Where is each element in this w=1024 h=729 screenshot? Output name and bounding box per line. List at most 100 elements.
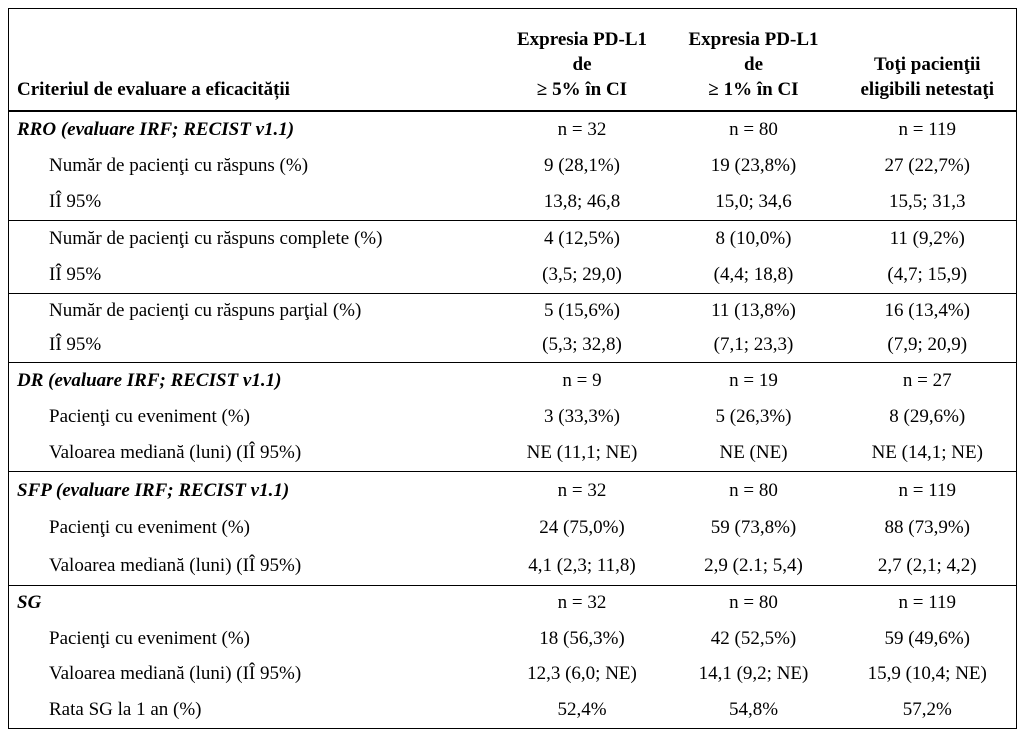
- value-cell: n = 119: [898, 119, 956, 140]
- value-cell: 42 (52,5%): [710, 627, 797, 649]
- header-line: Criteriul de evaluare a eficacității: [17, 79, 290, 100]
- value-cell: (4,4; 18,8): [713, 264, 794, 285]
- header-line: Toţi pacienţii: [874, 54, 981, 75]
- value-cell: 27 (22,7%): [884, 155, 970, 176]
- data-row: Pacienţi cu eveniment (%) 3 (33,3%) 5 (26,…: [9, 399, 1017, 435]
- value-cell: 15,0; 34,6: [715, 191, 792, 212]
- value-cell: 5 (26,3%): [715, 406, 792, 427]
- value-cell: 19 (23,8%): [710, 155, 797, 176]
- value-cell: 59 (73,8%): [710, 517, 797, 539]
- data-row: IÎ 95% (3,5; 29,0) (4,4; 18,8) (4,7; 15,9): [9, 257, 1017, 294]
- value-cell: 12,3 (6,0; NE): [527, 663, 637, 685]
- header-row: Criteriul de evaluare a eficacității Expr…: [8, 8, 1017, 112]
- row-group: DR (evaluare IRF; RECIST v1.1) n = 9 n = 1…: [8, 362, 1017, 472]
- row-label: Valoarea mediană (luni) (IÎ 95%): [49, 442, 302, 463]
- group-title-row: RRO (evaluare IRF; RECIST v1.1) n = 32 n =…: [9, 111, 1017, 148]
- data-row: Număr de pacienţi cu răspuns complete (%…: [9, 221, 1017, 258]
- data-row: Rata SG la 1 an (%) 52,4% 54,8% 57,2%: [9, 692, 1017, 728]
- data-row: Valoarea mediană (luni) (IÎ 95%) NE (11,1…: [9, 435, 1017, 472]
- header-line: Expresia PD-L1: [688, 29, 819, 50]
- value-cell: n = 80: [729, 592, 778, 614]
- data-row: Valoarea mediană (luni) (IÎ 95%) 12,3 (6,…: [9, 657, 1017, 693]
- header-cell: Criteriul de evaluare a eficacității: [8, 8, 496, 112]
- value-cell: 57,2%: [902, 698, 952, 720]
- header-cell: Expresia PD-L1 de ≥ 1% în CI: [668, 8, 839, 112]
- data-row: IÎ 95% (5,3; 32,8) (7,1; 23,3) (7,9; 20,9): [9, 328, 1017, 363]
- value-cell: n = 80: [729, 119, 778, 140]
- row-label: Valoarea mediană (luni) (IÎ 95%): [49, 663, 302, 685]
- row-label: Pacienţi cu eveniment (%): [49, 517, 251, 539]
- value-cell: 59 (49,6%): [884, 627, 970, 649]
- value-cell: n = 27: [902, 370, 952, 391]
- data-row: Număr de pacienţi cu răspuns (%) 9 (28,1%…: [9, 148, 1017, 184]
- value-cell: 15,9 (10,4; NE): [867, 663, 987, 685]
- value-cell: 16 (13,4%): [884, 300, 970, 321]
- value-cell: n = 32: [557, 479, 607, 501]
- header-line: ≥ 1% în CI: [708, 79, 799, 100]
- value-cell: 11 (9,2%): [889, 228, 965, 249]
- value-cell: 11 (13,8%): [711, 300, 796, 321]
- row-label: Pacienţi cu eveniment (%): [49, 406, 251, 427]
- row-label: Număr de pacienţi cu răspuns parţial (%): [49, 300, 362, 321]
- value-cell: (3,5; 29,0): [542, 264, 622, 285]
- row-label: Valoarea mediană (luni) (IÎ 95%): [49, 554, 302, 576]
- value-cell: 4,1 (2,3; 11,8): [528, 554, 636, 576]
- value-cell: (7,9; 20,9): [887, 334, 968, 355]
- value-cell: 2,7 (2,1; 4,2): [877, 554, 977, 576]
- header-cell: Toţi pacienţii eligibili netestaţi: [838, 8, 1017, 112]
- value-cell: n = 32: [557, 592, 607, 614]
- value-cell: 9 (28,1%): [544, 155, 620, 176]
- row-label: RRO (evaluare IRF; RECIST v1.1): [17, 119, 295, 140]
- value-cell: 13,8; 46,8: [543, 191, 621, 212]
- value-cell: (5,3; 32,8): [542, 334, 622, 355]
- value-cell: 3 (33,3%): [544, 406, 620, 427]
- row-label: IÎ 95%: [49, 334, 102, 355]
- row-label: Număr de pacienţi cu răspuns (%): [49, 155, 309, 176]
- value-cell: n = 80: [729, 479, 778, 501]
- row-group: Număr de pacienţi cu răspuns complete (%…: [8, 220, 1017, 294]
- group-title-row: SG n = 32 n = 80 n = 119: [9, 585, 1017, 621]
- value-cell: n = 19: [729, 370, 778, 391]
- row-label: Rata SG la 1 an (%): [49, 698, 202, 720]
- row-group: Număr de pacienţi cu răspuns parţial (%)…: [8, 293, 1017, 363]
- value-cell: n = 32: [557, 119, 607, 140]
- header-line: Expresia PD-L1: [516, 29, 647, 50]
- row-group: RRO (evaluare IRF; RECIST v1.1) n = 32 n =…: [8, 111, 1017, 221]
- data-row: Valoarea mediană (luni) (IÎ 95%) 4,1 (2,3…: [9, 547, 1017, 585]
- value-cell: 54,8%: [728, 698, 779, 720]
- value-cell: 52,4%: [557, 698, 607, 720]
- value-cell: 2,9 (2.1; 5,4): [704, 554, 803, 576]
- value-cell: n = 119: [898, 479, 956, 501]
- header-line: eligibili netestaţi: [860, 79, 994, 100]
- value-cell: NE (14,1; NE): [871, 442, 983, 463]
- value-cell: 5 (15,6%): [544, 300, 620, 321]
- group-title-row: SFP (evaluare IRF; RECIST v1.1) n = 32 n =…: [9, 472, 1017, 510]
- value-cell: (7,1; 23,3): [713, 334, 794, 355]
- value-cell: NE (NE): [719, 442, 788, 463]
- value-cell: 18 (56,3%): [539, 627, 625, 649]
- row-label: Număr de pacienţi cu răspuns complete (%…: [49, 228, 383, 249]
- value-cell: 15,5; 31,3: [888, 191, 966, 212]
- header-line: ≥ 5% în CI: [536, 79, 628, 100]
- header-line: de: [572, 54, 592, 75]
- value-cell: 24 (75,0%): [539, 517, 625, 539]
- value-cell: NE (11,1; NE): [526, 442, 638, 463]
- data-row: Pacienţi cu eveniment (%) 18 (56,3%) 42 (5…: [9, 621, 1017, 657]
- value-cell: 8 (29,6%): [889, 406, 966, 427]
- group-title-row: DR (evaluare IRF; RECIST v1.1) n = 9 n = 1…: [9, 363, 1017, 400]
- table-header: Criteriul de evaluare a eficacității Expr…: [8, 8, 1017, 112]
- value-cell: (4,7; 15,9): [887, 264, 968, 285]
- row-label: IÎ 95%: [49, 264, 102, 285]
- row-label: Pacienţi cu eveniment (%): [49, 627, 251, 649]
- header-cell: Expresia PD-L1 de ≥ 5% în CI: [495, 8, 669, 112]
- row-group: SFP (evaluare IRF; RECIST v1.1) n = 32 n =…: [8, 471, 1017, 586]
- row-label: SFP (evaluare IRF; RECIST v1.1): [17, 479, 290, 501]
- efficacy-table: Criteriul de evaluare a eficacității Expr…: [8, 8, 1017, 729]
- row-label: IÎ 95%: [49, 191, 102, 212]
- value-cell: 8 (10,0%): [715, 228, 792, 249]
- data-row: IÎ 95% 13,8; 46,8 15,0; 34,6 15,5; 31,3: [9, 184, 1017, 221]
- value-cell: n = 9: [562, 370, 602, 391]
- data-row: Număr de pacienţi cu răspuns parţial (%)…: [9, 294, 1017, 329]
- value-cell: 14,1 (9,2; NE): [698, 663, 809, 685]
